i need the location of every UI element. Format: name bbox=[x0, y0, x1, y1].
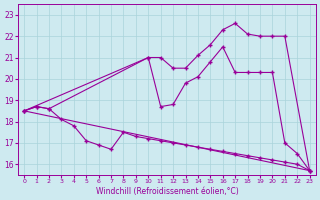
X-axis label: Windchill (Refroidissement éolien,°C): Windchill (Refroidissement éolien,°C) bbox=[96, 187, 238, 196]
